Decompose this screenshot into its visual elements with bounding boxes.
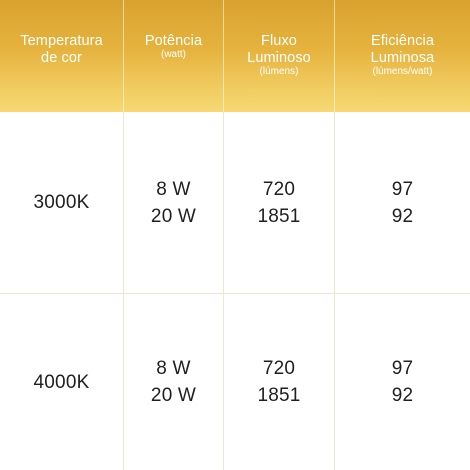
table-row: 4000K 8 W 20 W 720 1851 97 92	[0, 294, 470, 470]
header-title-line: Potência	[144, 33, 203, 49]
header-unit: (watt)	[161, 49, 186, 60]
cell-temperature: 3000K	[0, 112, 123, 293]
header-title-line: Eficiência	[370, 33, 435, 49]
power-value: 20 W	[150, 205, 197, 227]
cell-temperature: 4000K	[0, 294, 123, 470]
header-title: Temperatura de cor	[0, 33, 123, 67]
header-temperature: Temperatura de cor	[0, 0, 123, 112]
efficiency-value: 92	[391, 205, 414, 227]
efficiency-value: 92	[391, 385, 414, 406]
flux-value: 720	[262, 358, 296, 379]
cell-power: 8 W 20 W	[123, 112, 223, 293]
header-title-line: Luminosa	[370, 50, 435, 66]
header-title: Fluxo Luminoso	[224, 33, 334, 67]
header-title-line: Luminoso	[247, 50, 311, 66]
table-row: 3000K 8 W 20 W 720 1851 97 92	[0, 112, 470, 294]
flux-value: 1851	[257, 205, 301, 227]
header-title-line: Temperatura	[20, 33, 103, 49]
flux-value: 1851	[257, 385, 301, 406]
temperature-value: 3000K	[33, 192, 90, 213]
power-value: 8 W	[156, 358, 191, 379]
header-luminous-efficiency: Eficiência Luminosa (lúmens/watt)	[334, 0, 470, 112]
header-power: Potência (watt)	[123, 0, 223, 112]
power-value: 8 W	[156, 178, 191, 200]
header-title-line: Fluxo	[261, 33, 297, 49]
table-header-row: Temperatura de cor Potência (watt) Fluxo…	[0, 0, 470, 112]
cell-power: 8 W 20 W	[123, 294, 223, 470]
cell-flux: 720 1851	[223, 112, 334, 293]
flux-value: 720	[262, 178, 296, 200]
header-title: Potência	[124, 33, 223, 50]
header-luminous-flux: Fluxo Luminoso (lúmens)	[223, 0, 334, 112]
efficiency-value: 97	[391, 178, 414, 200]
temperature-value: 4000K	[33, 371, 90, 393]
header-unit: (lúmens/watt)	[372, 66, 433, 77]
cell-flux: 720 1851	[223, 294, 334, 470]
cell-efficiency: 97 92	[334, 294, 470, 470]
power-value: 20 W	[150, 385, 197, 406]
cell-efficiency: 97 92	[334, 112, 470, 293]
header-title: Eficiência Luminosa	[335, 33, 470, 67]
header-title-line: de cor	[41, 50, 82, 66]
efficiency-value: 97	[391, 358, 414, 379]
header-unit: (lúmens)	[259, 66, 299, 77]
